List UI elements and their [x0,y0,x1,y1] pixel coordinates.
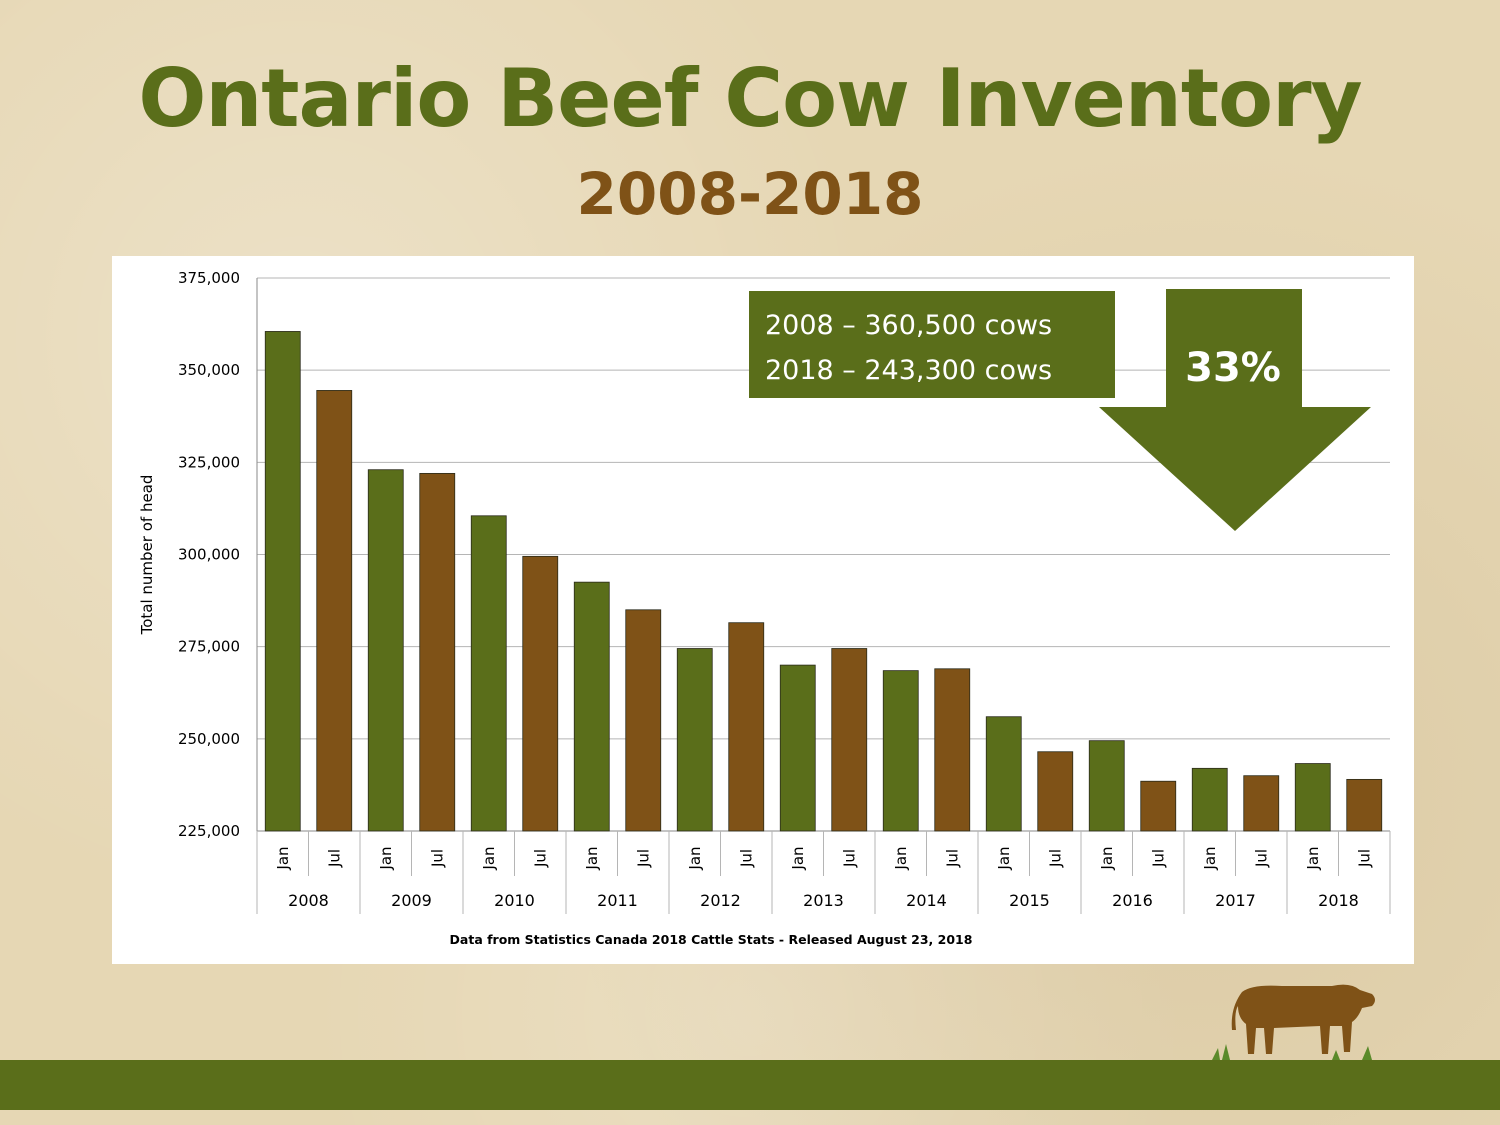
year-label: 2016 [1112,891,1153,910]
y-tick-label: 350,000 [178,361,240,379]
y-tick-label: 250,000 [178,730,240,748]
callout-box: 2008 – 360,500 cows 2018 – 243,300 cows [749,291,1115,398]
x-tick-label: Jul [1149,849,1167,868]
x-tick-label: Jul [531,849,549,868]
bar [1294,763,1331,832]
y-tick-label: 325,000 [178,453,240,471]
bar [1191,767,1228,832]
year-label: 2008 [288,891,329,910]
x-tick-label: Jul [428,849,446,868]
bar-chart: 225,000 250,000 275,000 300,000 325,000 350,0… [138,269,1391,947]
year-label: 2015 [1009,891,1050,910]
y-tick-label: 375,000 [178,269,240,287]
bar [522,555,559,832]
bar [1037,751,1074,832]
year-label: 2011 [597,891,638,910]
x-tick-label: Jan [480,846,498,870]
x-tick-label: Jan [583,846,601,870]
x-tick-label: Jan [686,846,704,870]
callout-line-2008: 2008 – 360,500 cows [765,310,1053,341]
y-tick-label: 275,000 [178,638,240,656]
slide-title: Ontario Beef Cow Inventory [138,52,1362,145]
x-tick-label: Jul [1355,849,1373,868]
source-note: Data from Statistics Canada 2018 Cattle … [450,932,973,947]
bar [934,668,971,832]
y-axis-label: Total number of head [138,475,156,636]
x-tick-label: Jul [634,849,652,868]
bar [470,515,507,832]
year-label: 2012 [700,891,741,910]
bar [779,664,816,832]
bar [1243,775,1280,832]
year-label: 2009 [391,891,432,910]
year-label: 2017 [1215,891,1256,910]
cow-icon [1212,984,1375,1060]
decline-percent: 33% [1185,345,1281,391]
year-label: 2014 [906,891,947,910]
x-tick-label: Jul [737,849,755,868]
footer-bar [0,1060,1500,1110]
x-tick-label: Jan [1201,846,1219,870]
bar [264,331,301,832]
x-tick-label: Jan [274,846,292,870]
x-tick-label: Jul [1046,849,1064,868]
bar [676,648,713,832]
year-label: 2018 [1318,891,1359,910]
bar [419,472,456,832]
bar [316,390,353,832]
down-arrow-icon [1099,289,1371,531]
bar [831,648,868,832]
bar [728,622,765,832]
bar [882,670,919,832]
year-label: 2013 [803,891,844,910]
bar [573,581,610,832]
bar [367,469,404,832]
bar [1088,740,1125,832]
x-tick-label: Jan [1304,846,1322,870]
bar [1346,778,1383,832]
callout-line-2018: 2018 – 243,300 cows [765,355,1053,386]
x-tick-label: Jan [995,846,1013,870]
x-tick-label: Jan [1098,846,1116,870]
year-label: 2010 [494,891,535,910]
x-tick-label: Jul [943,849,961,868]
y-tick-label: 225,000 [178,822,240,840]
x-tick-label: Jul [325,849,343,868]
y-tick-label: 300,000 [178,546,240,564]
x-tick-label: Jan [789,846,807,870]
bar [1140,780,1177,832]
slide-subtitle: 2008-2018 [576,160,924,228]
bar [625,609,662,832]
x-tick-label: Jan [892,846,910,870]
x-tick-label: Jul [840,849,858,868]
x-tick-label: Jan [377,846,395,870]
bar [985,716,1022,832]
x-tick-label: Jul [1252,849,1270,868]
